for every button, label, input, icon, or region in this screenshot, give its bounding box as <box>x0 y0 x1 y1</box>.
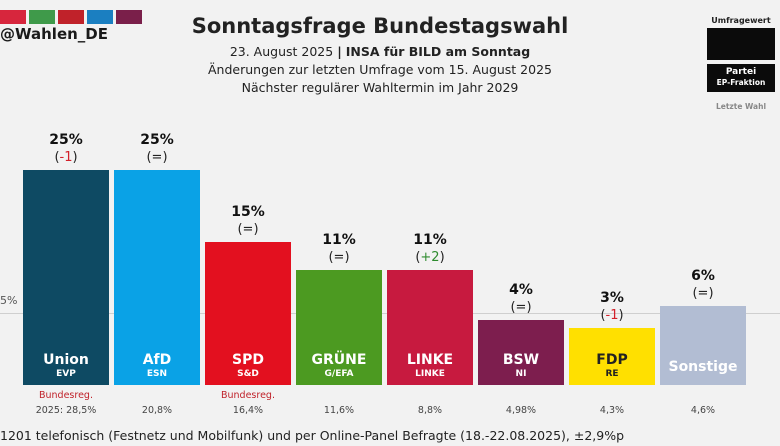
party-name-spd: SPD <box>232 352 264 368</box>
value-label-sonstige: 6% <box>691 268 715 285</box>
party-group-linke: LINKE <box>415 369 445 379</box>
party-name-bsw: BSW <box>502 352 540 368</box>
bar-bsw <box>478 320 564 349</box>
value-label-union: 25% <box>49 132 83 148</box>
change-label-gr-ne: (=) <box>328 250 350 266</box>
value-label-linke: 11% <box>413 232 447 249</box>
party-name-union: Union <box>43 352 89 368</box>
party-tile-sonstige: Sonstige <box>660 349 746 385</box>
poll-date: 23. August 2025 <box>229 44 334 59</box>
methodology-footer: 1201 telefonisch (Festnetz und Mobilfunk… <box>0 428 625 443</box>
last-election-fdp: 4,3% <box>599 405 625 416</box>
party-group-afd: ESN <box>146 369 168 379</box>
party-group-gr-ne: G/EFA <box>324 369 354 379</box>
party-name-fdp: FDP <box>596 352 628 368</box>
account-handle: @Wahlen_DE <box>0 25 109 43</box>
government-note-spd: Bundesreg. <box>221 390 275 401</box>
change-label-fdp: (-1) <box>600 307 624 323</box>
last-election-linke: 8,8% <box>417 405 443 416</box>
last-election-sonstige: 4,6% <box>690 405 716 416</box>
change-label-union: (-1) <box>54 150 78 165</box>
party-tile-fdp: FDP RE <box>569 349 655 385</box>
last-election-union: 2025: 28,5% <box>35 405 97 416</box>
party-name-gr-ne: GRÜNE <box>311 352 367 368</box>
party-group-union: EVP <box>56 369 76 379</box>
change-label-linke: (+2) <box>415 250 445 266</box>
reference-line-label: 5% <box>0 294 18 307</box>
party-tile-afd: AfD ESN <box>114 349 200 385</box>
government-note-union: Bundesreg. <box>39 390 93 401</box>
last-election-afd: 20,8% <box>141 405 173 416</box>
party-group-bsw: NI <box>515 369 527 379</box>
value-label-spd: 15% <box>231 203 265 220</box>
bar-fdp <box>569 327 655 349</box>
bar-union <box>23 170 109 349</box>
change-value-union: -1 <box>59 150 73 165</box>
change-label-spd: (=) <box>237 221 259 237</box>
change-value-sonstige: = <box>697 286 709 302</box>
party-group-spd: S&D <box>237 369 259 379</box>
change-label-bsw: (=) <box>510 300 532 316</box>
last-election-spd: 16,4% <box>232 405 264 416</box>
legend-party-label: Partei <box>725 67 757 77</box>
changes-note: Änderungen zur letzten Umfrage vom 15. A… <box>207 62 552 77</box>
party-name-sonstige: Sonstige <box>668 359 738 375</box>
party-tile-linke: LINKE LINKE <box>387 349 473 385</box>
party-name-afd: AfD <box>142 352 172 368</box>
change-value-bsw: = <box>515 300 527 316</box>
change-label-sonstige: (=) <box>692 286 714 302</box>
party-tile-gr-ne: GRÜNE G/EFA <box>296 349 382 385</box>
value-label-afd: 25% <box>140 132 174 148</box>
legend-poll-swatch <box>707 28 775 60</box>
strip-segment <box>29 10 55 24</box>
color-strip <box>0 10 145 24</box>
party-group-fdp: RE <box>605 369 619 379</box>
separator: | <box>337 44 342 59</box>
last-election-bsw: 4,98% <box>505 405 537 416</box>
change-value-spd: = <box>242 221 254 237</box>
legend-party-box: Partei EP-Fraktion <box>707 64 775 92</box>
party-tile-bsw: BSW NI <box>478 349 564 385</box>
change-value-fdp: -1 <box>605 307 619 323</box>
poll-institute: INSA für BILD am Sonntag <box>345 44 531 59</box>
strip-segment <box>58 10 84 24</box>
change-value-gr-ne: = <box>333 250 345 266</box>
chart-title: Sonntagsfrage Bundestagswahl <box>191 14 569 38</box>
change-value-linke: +2 <box>420 250 440 266</box>
bar-linke <box>387 270 473 349</box>
legend-last-election: Letzte Wahl <box>715 102 767 111</box>
value-label-fdp: 3% <box>600 289 624 306</box>
legend-poll-value: Umfragewert <box>711 16 771 25</box>
change-label-afd: (=) <box>146 150 168 165</box>
bar-afd <box>114 170 200 349</box>
poll-source: 23. August 2025 | INSA für BILD am Sonnt… <box>140 44 620 59</box>
strip-segment <box>87 10 113 24</box>
bar-gr-ne <box>296 270 382 349</box>
strip-segment <box>116 10 142 24</box>
strip-segment <box>0 10 26 24</box>
next-election-note: Nächster regulärer Wahltermin im Jahr 20… <box>241 80 519 95</box>
bar-spd <box>205 241 291 349</box>
change-value-afd: = <box>151 150 163 165</box>
value-label-gr-ne: 11% <box>322 232 356 249</box>
last-election-gr-ne: 11,6% <box>323 405 355 416</box>
party-name-linke: LINKE <box>406 352 454 368</box>
bar-sonstige <box>660 306 746 349</box>
party-tile-union: Union EVP <box>23 349 109 385</box>
party-tile-spd: SPD S&D <box>205 349 291 385</box>
legend-ep-label: EP-Fraktion <box>716 78 766 87</box>
value-label-bsw: 4% <box>509 282 533 299</box>
